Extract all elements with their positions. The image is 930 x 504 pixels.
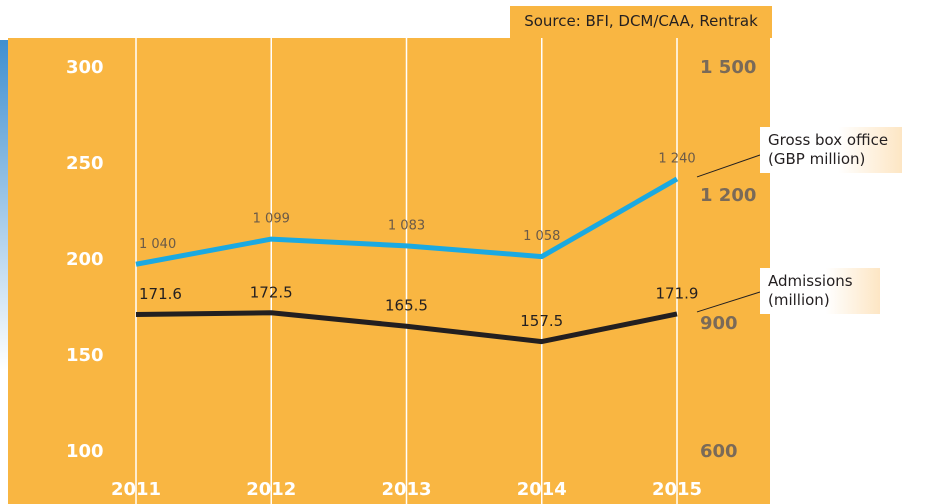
- y-tick-label: 200: [66, 249, 104, 270]
- data-label: 1 040: [139, 237, 176, 252]
- data-label: 1 058: [523, 229, 560, 244]
- x-tick-label: 2012: [246, 479, 296, 500]
- y-tick-label: 150: [66, 345, 104, 366]
- data-label: 1 240: [658, 151, 695, 166]
- x-tick-label: 2011: [111, 479, 161, 500]
- series-label: Gross box office (GBP million): [760, 127, 902, 173]
- y-tick-label: 300: [66, 57, 104, 78]
- data-label: 171.6: [139, 285, 182, 303]
- series-line: [135, 310, 678, 345]
- x-tick-label: 2015: [652, 479, 702, 500]
- plot-background: [8, 38, 770, 504]
- series-label: Admissions (million): [760, 268, 880, 314]
- y2-tick-label: 1 200: [700, 185, 756, 206]
- side-stripe: [0, 40, 8, 370]
- source-box: [510, 6, 772, 38]
- y2-tick-label: 900: [700, 313, 738, 334]
- data-label: 1 099: [253, 212, 290, 227]
- source-note: Source: BFI, DCM/CAA, Rentrak: [524, 12, 758, 30]
- data-label: 171.9: [656, 284, 699, 302]
- y-tick-label: 250: [66, 153, 104, 174]
- data-label: 1 083: [388, 218, 425, 233]
- series-line: [135, 176, 679, 267]
- data-label: 165.5: [385, 297, 428, 315]
- leader-line: [696, 291, 761, 313]
- y-tick-label: 100: [66, 441, 104, 462]
- y2-tick-label: 600: [700, 441, 738, 462]
- leader-line: [696, 154, 761, 178]
- y2-tick-label: 1 500: [700, 57, 756, 78]
- data-label: 172.5: [250, 283, 293, 301]
- x-tick-label: 2014: [517, 479, 567, 500]
- x-tick-label: 2013: [381, 479, 431, 500]
- data-label: 157.5: [520, 312, 563, 330]
